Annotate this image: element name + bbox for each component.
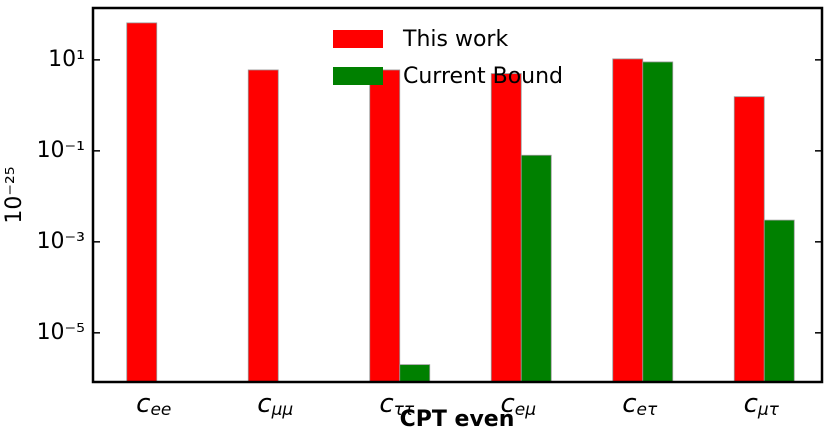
y-tick-label: 10⁻⁵ — [37, 320, 85, 345]
x-tick-label: ceμ — [500, 389, 536, 421]
y-axis-label: 10⁻²⁵ — [2, 166, 27, 223]
bar — [642, 61, 674, 383]
bar — [733, 96, 765, 383]
bar — [490, 73, 522, 383]
x-axis-label: CPT even — [400, 407, 515, 432]
bar — [763, 219, 795, 383]
bar — [612, 58, 644, 383]
x-tick-label: ceτ — [622, 389, 658, 421]
legend-swatch — [333, 30, 383, 48]
bar — [126, 22, 158, 383]
legend-swatch — [333, 67, 383, 85]
legend-label: This work — [402, 27, 508, 52]
bar — [369, 69, 401, 383]
y-tick-label: 10¹ — [48, 47, 85, 72]
y-tick-label: 10⁻³ — [37, 229, 85, 254]
legend-label: Current Bound — [403, 64, 563, 89]
bar — [520, 154, 552, 383]
y-tick-label: 10⁻¹ — [37, 138, 85, 163]
plot-frame — [91, 6, 824, 384]
x-tick-label: cμμ — [257, 389, 293, 421]
bar — [247, 69, 279, 383]
x-tick-label: cττ — [379, 389, 415, 421]
bar — [399, 364, 431, 383]
x-tick-label: cμτ — [744, 389, 780, 421]
x-tick-label: cee — [136, 389, 171, 421]
